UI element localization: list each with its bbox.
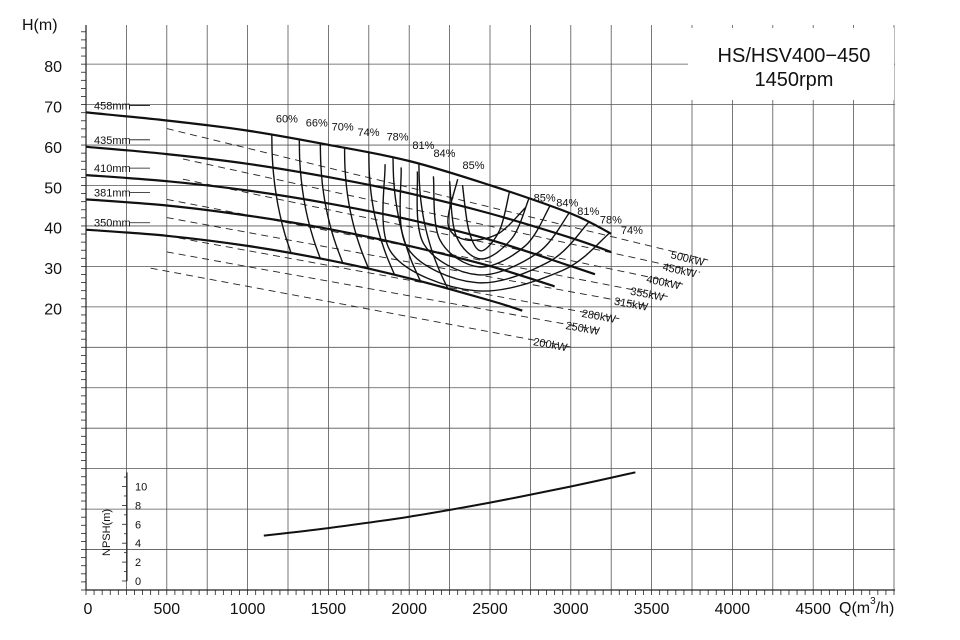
efficiency-contour-u <box>399 167 590 284</box>
efficiency-label: 70% <box>332 122 354 134</box>
x-tick-label: 2000 <box>391 601 427 618</box>
head-curve-label: 381mm <box>94 187 131 199</box>
x-tick-label: 2500 <box>472 601 508 618</box>
efficiency-label: 84% <box>433 148 455 160</box>
tick-labels: 0 500 1000 1500 2000 2500 3000 3500 4000 45002030… <box>44 59 831 618</box>
x-tick-label: 0 <box>84 601 93 618</box>
efficiency-label: 78% <box>600 215 622 227</box>
power-line-label: 200kW <box>532 336 568 354</box>
head-curve-label: 435mm <box>94 135 131 147</box>
efficiency-contours: 60% 66% 70% 74% 78%81%84%85%85% 84%81%78%74% <box>271 114 643 292</box>
y-tick-label: 40 <box>44 221 62 238</box>
y-tick-label: 80 <box>44 59 62 76</box>
efficiency-label: 84% <box>556 197 578 209</box>
efficiency-label: 78% <box>387 132 409 144</box>
efficiency-contour-left <box>343 147 370 270</box>
y-tick-label: 50 <box>44 180 62 197</box>
npsh-tick-label: 4 <box>135 538 141 550</box>
y-tick-label: 20 <box>44 302 62 319</box>
npsh-panel: 0 2 4 6 8 10 <box>122 471 636 588</box>
power-line <box>182 158 701 273</box>
head-curve <box>85 111 612 235</box>
efficiency-label: 74% <box>621 225 643 237</box>
y-tick-label: 70 <box>44 99 62 116</box>
npsh-tick-label: 6 <box>135 519 141 531</box>
efficiency-label: 74% <box>357 127 379 139</box>
power-line <box>166 128 709 261</box>
power-line <box>166 235 620 320</box>
head-curve <box>85 228 523 312</box>
npsh-tick-label: 0 <box>135 576 141 588</box>
npsh-axis-label: NPSH(m) <box>101 509 113 556</box>
efficiency-label: 66% <box>306 118 328 130</box>
x-tick-label: 4500 <box>795 601 831 618</box>
chart-title: HS/HSV400−450 <box>718 45 871 67</box>
efficiency-contour-left <box>368 152 396 276</box>
grid <box>85 25 895 591</box>
y-tick-label: 60 <box>44 140 62 157</box>
efficiency-label: 81% <box>577 206 599 218</box>
head-curve-label: 410mm <box>94 163 131 175</box>
npsh-tick-label: 10 <box>135 482 147 494</box>
efficiency-contour-u <box>382 164 611 292</box>
power-line <box>150 267 571 348</box>
efficiency-contour-u <box>448 181 530 260</box>
y-tick-label: 30 <box>44 261 62 278</box>
efficiency-contour-85 <box>447 179 527 242</box>
x-tick-label: 4000 <box>715 601 751 618</box>
npsh-tick-label: 8 <box>135 500 141 512</box>
efficiency-contour-u <box>461 184 511 252</box>
head-curve-label: 458mm <box>94 100 131 112</box>
efficiency-label: 60% <box>276 114 298 126</box>
efficiency-label: 85% <box>534 192 556 204</box>
x-axis-label: Q(m3/h) <box>839 596 894 617</box>
efficiency-label: 81% <box>412 140 434 152</box>
npsh-curve <box>263 471 636 537</box>
efficiency-contour-u <box>432 176 551 268</box>
efficiency-contour-left <box>418 163 449 290</box>
axes <box>81 25 895 595</box>
head-curve-label: 350mm <box>94 218 131 230</box>
chart-subtitle: 1450rpm <box>755 69 834 91</box>
head-curve <box>85 174 596 276</box>
x-tick-label: 3500 <box>634 601 670 618</box>
npsh-tick-label: 2 <box>135 557 141 569</box>
power-line <box>166 251 604 332</box>
x-tick-label: 1500 <box>311 601 347 618</box>
head-curve <box>85 145 612 254</box>
x-tick-label: 500 <box>153 601 180 618</box>
x-tick-label: 3000 <box>553 601 589 618</box>
power-line-label: 250kW <box>565 320 601 338</box>
efficiency-label: 85% <box>463 160 485 172</box>
power-line <box>166 217 652 308</box>
head-curves: 458mm 435mm 410mm 381mm 350mm <box>85 100 612 312</box>
head-curve <box>85 198 555 288</box>
title-box <box>688 28 894 100</box>
y-axis-label: H(m) <box>22 17 58 34</box>
power-line <box>182 178 685 285</box>
x-tick-label: 1000 <box>230 601 266 618</box>
efficiency-contour-left <box>392 157 422 282</box>
